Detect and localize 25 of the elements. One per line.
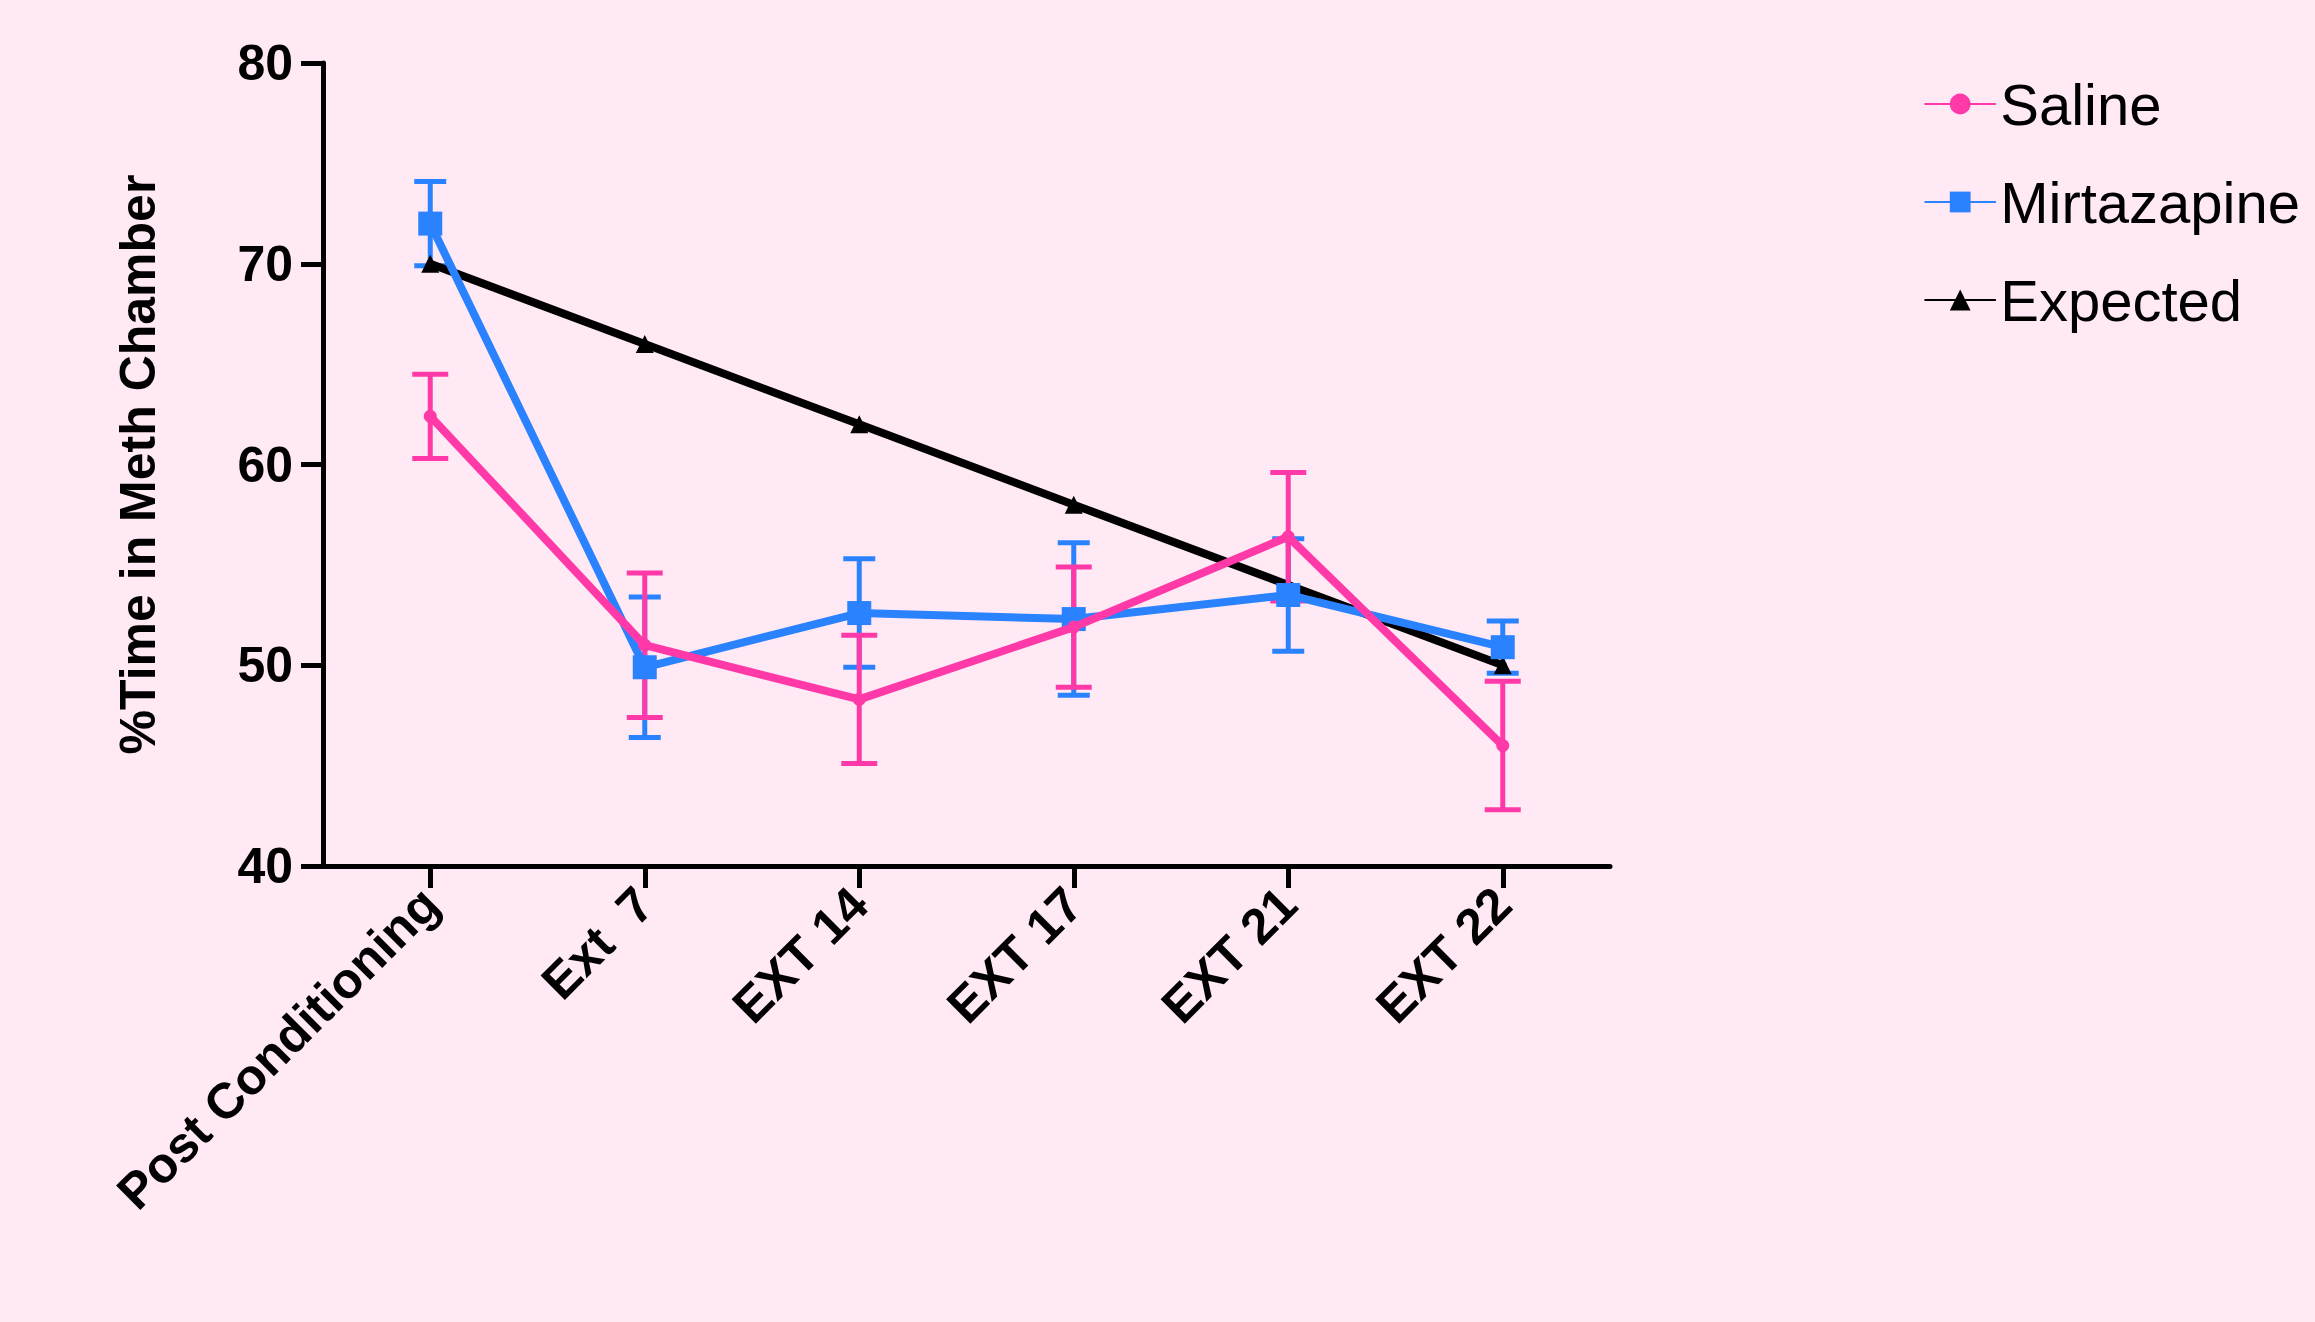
point [638, 638, 652, 652]
legend-label: Saline [2000, 71, 2162, 137]
point [635, 335, 654, 354]
point [423, 409, 437, 423]
y-tick-label: 70 [237, 235, 293, 292]
point [418, 211, 443, 236]
y-axis-title: %Time in Meth Chamber [110, 174, 166, 755]
legend-label: Expected [2000, 267, 2243, 333]
point [1276, 582, 1301, 607]
point [1067, 620, 1081, 634]
x-tick-label: Ext 7 [530, 876, 665, 1011]
point [1064, 495, 1083, 514]
point [850, 415, 869, 434]
point [852, 692, 866, 706]
point [632, 655, 657, 680]
y-tick-label: 60 [237, 436, 293, 493]
point [421, 254, 440, 273]
point [847, 601, 872, 626]
point [1490, 635, 1515, 660]
y-tick-label: 80 [237, 35, 293, 91]
point [1496, 739, 1510, 753]
legend-label: Mirtazapine [2000, 169, 2301, 235]
y-tick-label: 40 [237, 838, 293, 894]
point [1281, 530, 1295, 544]
y-tick-label: 50 [237, 637, 293, 694]
